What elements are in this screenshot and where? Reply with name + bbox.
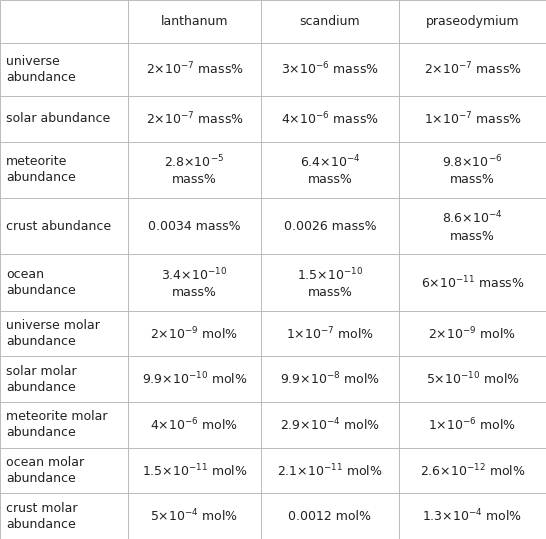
Text: $2{\times}10^{-9}$ mol%: $2{\times}10^{-9}$ mol% xyxy=(150,326,239,342)
Text: $3.4{\times}10^{-10}$
mass%: $3.4{\times}10^{-10}$ mass% xyxy=(162,266,228,299)
Text: ocean molar
abundance: ocean molar abundance xyxy=(6,456,84,485)
Bar xyxy=(0,254,128,311)
Text: $2{\times}10^{-7}$ mass%: $2{\times}10^{-7}$ mass% xyxy=(146,110,244,127)
Text: $1.5{\times}10^{-10}$
mass%: $1.5{\times}10^{-10}$ mass% xyxy=(297,266,363,299)
Bar xyxy=(0,311,128,356)
Bar xyxy=(399,198,546,254)
Bar xyxy=(399,356,546,402)
Text: solar molar
abundance: solar molar abundance xyxy=(6,365,76,394)
Text: $4{\times}10^{-6}$ mass%: $4{\times}10^{-6}$ mass% xyxy=(281,110,379,127)
Text: 0.0034 mass%: 0.0034 mass% xyxy=(148,220,241,233)
Bar xyxy=(399,448,546,493)
Text: $2{\times}10^{-7}$ mass%: $2{\times}10^{-7}$ mass% xyxy=(424,61,521,78)
Text: crust abundance: crust abundance xyxy=(6,220,111,233)
Text: $2.1{\times}10^{-11}$ mol%: $2.1{\times}10^{-11}$ mol% xyxy=(277,462,383,479)
Text: crust molar
abundance: crust molar abundance xyxy=(6,502,78,531)
Text: $2{\times}10^{-7}$ mass%: $2{\times}10^{-7}$ mass% xyxy=(146,61,244,78)
Bar xyxy=(0,402,128,448)
Bar xyxy=(0,448,128,493)
Bar xyxy=(128,96,261,142)
Text: $5{\times}10^{-10}$ mol%: $5{\times}10^{-10}$ mol% xyxy=(425,371,519,388)
Bar xyxy=(261,198,399,254)
Bar xyxy=(261,254,399,311)
Text: universe
abundance: universe abundance xyxy=(6,55,76,84)
Bar xyxy=(128,142,261,198)
Text: meteorite molar
abundance: meteorite molar abundance xyxy=(6,410,108,439)
Text: $9.8{\times}10^{-6}$
mass%: $9.8{\times}10^{-6}$ mass% xyxy=(442,154,503,186)
Bar xyxy=(399,402,546,448)
Text: $4{\times}10^{-6}$ mol%: $4{\times}10^{-6}$ mol% xyxy=(150,417,239,433)
Bar xyxy=(128,198,261,254)
Text: ocean
abundance: ocean abundance xyxy=(6,268,76,297)
Text: scandium: scandium xyxy=(300,15,360,28)
Bar xyxy=(399,142,546,198)
Bar xyxy=(261,356,399,402)
Bar xyxy=(0,43,128,96)
Text: lanthanum: lanthanum xyxy=(161,15,228,28)
Text: $2.8{\times}10^{-5}$
mass%: $2.8{\times}10^{-5}$ mass% xyxy=(164,154,224,186)
Text: $8.6{\times}10^{-4}$
mass%: $8.6{\times}10^{-4}$ mass% xyxy=(442,210,503,243)
Text: $9.9{\times}10^{-10}$ mol%: $9.9{\times}10^{-10}$ mol% xyxy=(141,371,247,388)
Bar xyxy=(399,311,546,356)
Text: $9.9{\times}10^{-8}$ mol%: $9.9{\times}10^{-8}$ mol% xyxy=(280,371,380,388)
Bar xyxy=(261,311,399,356)
Text: $1{\times}10^{-7}$ mass%: $1{\times}10^{-7}$ mass% xyxy=(424,110,521,127)
Text: $1.5{\times}10^{-11}$ mol%: $1.5{\times}10^{-11}$ mol% xyxy=(141,462,247,479)
Text: solar abundance: solar abundance xyxy=(6,113,110,126)
Bar xyxy=(261,402,399,448)
Text: 0.0026 mass%: 0.0026 mass% xyxy=(284,220,376,233)
Text: 0.0012 mol%: 0.0012 mol% xyxy=(288,510,371,523)
Bar xyxy=(128,493,261,539)
Bar xyxy=(399,96,546,142)
Text: $1.3{\times}10^{-4}$ mol%: $1.3{\times}10^{-4}$ mol% xyxy=(423,508,523,524)
Text: $6{\times}10^{-11}$ mass%: $6{\times}10^{-11}$ mass% xyxy=(421,274,524,291)
Bar xyxy=(128,311,261,356)
Bar xyxy=(399,254,546,311)
Text: praseodymium: praseodymium xyxy=(426,15,519,28)
Bar xyxy=(128,402,261,448)
Text: $1{\times}10^{-7}$ mol%: $1{\times}10^{-7}$ mol% xyxy=(286,326,374,342)
Text: $2.6{\times}10^{-12}$ mol%: $2.6{\times}10^{-12}$ mol% xyxy=(420,462,525,479)
Bar xyxy=(128,356,261,402)
Text: universe molar
abundance: universe molar abundance xyxy=(6,319,100,348)
Bar xyxy=(399,43,546,96)
Text: $2.9{\times}10^{-4}$ mol%: $2.9{\times}10^{-4}$ mol% xyxy=(280,417,380,433)
Bar xyxy=(0,356,128,402)
Text: $6.4{\times}10^{-4}$
mass%: $6.4{\times}10^{-4}$ mass% xyxy=(300,154,360,186)
Text: meteorite
abundance: meteorite abundance xyxy=(6,155,76,184)
Bar xyxy=(0,198,128,254)
Bar xyxy=(0,142,128,198)
Text: $2{\times}10^{-9}$ mol%: $2{\times}10^{-9}$ mol% xyxy=(429,326,517,342)
Bar xyxy=(128,448,261,493)
Bar xyxy=(261,142,399,198)
Bar xyxy=(399,0,546,43)
Bar xyxy=(0,0,128,43)
Bar xyxy=(261,96,399,142)
Bar xyxy=(261,43,399,96)
Bar xyxy=(261,493,399,539)
Bar xyxy=(0,493,128,539)
Bar xyxy=(128,43,261,96)
Bar xyxy=(261,448,399,493)
Bar xyxy=(261,0,399,43)
Bar xyxy=(399,493,546,539)
Bar xyxy=(128,254,261,311)
Text: $3{\times}10^{-6}$ mass%: $3{\times}10^{-6}$ mass% xyxy=(281,61,379,78)
Text: $1{\times}10^{-6}$ mol%: $1{\times}10^{-6}$ mol% xyxy=(429,417,517,433)
Bar xyxy=(0,96,128,142)
Bar xyxy=(128,0,261,43)
Text: $5{\times}10^{-4}$ mol%: $5{\times}10^{-4}$ mol% xyxy=(150,508,239,524)
